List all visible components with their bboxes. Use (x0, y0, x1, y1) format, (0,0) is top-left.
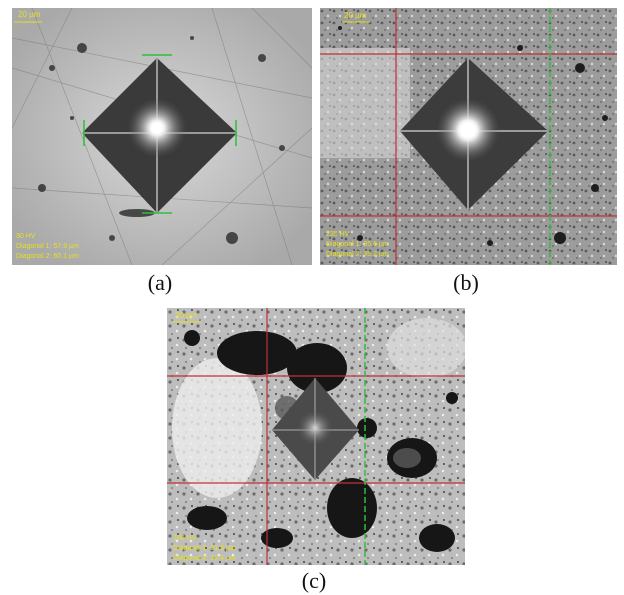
hardness-value: 235 HV (326, 231, 350, 238)
scale-bar-label: 20 µm (18, 10, 41, 19)
hardness-value: 186 HV (173, 535, 197, 542)
surface-pits (338, 26, 608, 246)
scale-bar-label: 20 µm (344, 11, 367, 20)
diagonal-2-readout: Diagonal 2: 35.2 µm (326, 251, 389, 258)
diagonal-1-readout: Diagonal 1: 57.9 µm (16, 243, 79, 250)
micrograph-c: 20 µm 186 HV Diagonal 1: 31.8 µm Diagona… (167, 308, 465, 565)
hardness-value: 30 HV (16, 233, 36, 240)
diagonal-1-readout: Diagonal 1: 31.8 µm (173, 545, 236, 552)
diagonal-1-readout: Diagonal 1: 35.6 µm (326, 241, 389, 248)
caption-c: (c) (301, 568, 327, 593)
micrograph-b: 20 µm 235 HV Diagonal 1: 35.6 µm Diagona… (320, 8, 617, 265)
diagonal-2-readout: Diagonal 2: 60.1 µm (16, 253, 79, 260)
diagonal-2-readout: Diagonal 2: 30.4 µm (173, 555, 236, 562)
caption-b: (b) (453, 270, 479, 295)
micrograph-a: 20 µm 30 HV Diagonal 1: 57.9 µm Diagonal… (12, 8, 312, 265)
surface-debris (184, 330, 458, 552)
scale-bar-label: 20 µm (175, 311, 198, 320)
caption-a: (a) (147, 270, 173, 295)
surface-pits (38, 36, 285, 244)
diagonal-markers (83, 54, 237, 214)
